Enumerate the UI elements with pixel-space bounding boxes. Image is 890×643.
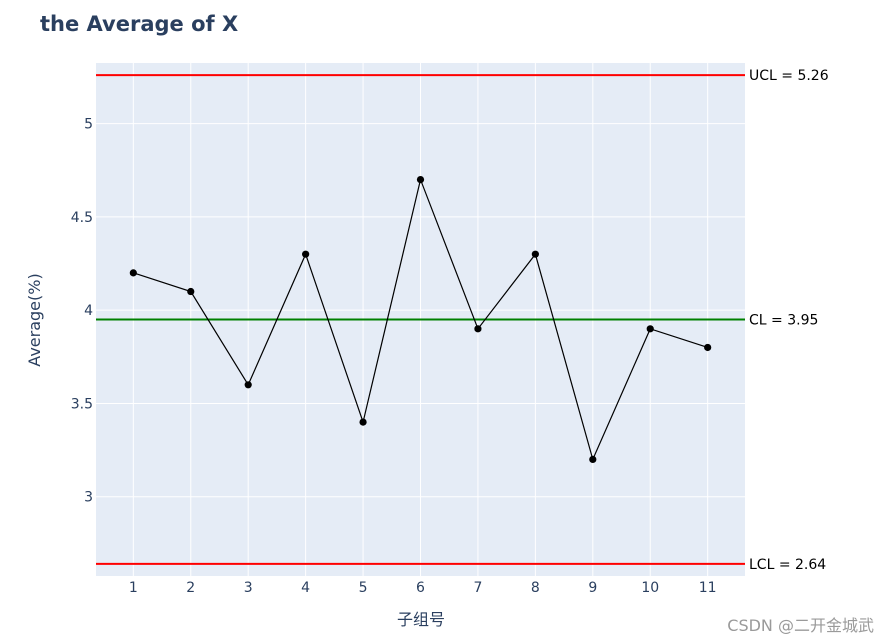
data-point — [187, 287, 195, 296]
y-tick-label: 3.5 — [71, 396, 93, 412]
y-axis-ticks: 3 3.5 4 4.5 5 — [71, 117, 93, 506]
data-point — [302, 250, 310, 258]
data-point — [416, 175, 425, 184]
data-point — [704, 343, 712, 352]
control-line-label: CL = 3.95 — [749, 313, 818, 329]
data-point — [474, 325, 482, 333]
y-axis-label: Average(%) — [25, 273, 44, 366]
x-tick-label: 9 — [588, 580, 597, 596]
data-point — [531, 250, 539, 258]
x-axis-label: 子组号 — [397, 610, 445, 629]
data-point — [359, 418, 367, 426]
data-point — [589, 455, 597, 464]
control-line-label: UCL = 5.26 — [749, 68, 829, 84]
watermark: CSDN @二开金城武 — [727, 616, 874, 635]
y-tick-label: 4.5 — [71, 210, 93, 226]
x-tick-label: 5 — [359, 580, 368, 596]
x-tick-label: 8 — [531, 580, 540, 596]
y-tick-label: 3 — [84, 490, 93, 506]
data-point — [129, 269, 137, 277]
chart-title: the Average of X — [40, 12, 238, 36]
control-line-label: LCL = 2.64 — [749, 557, 826, 573]
data-point — [646, 325, 654, 333]
x-axis-ticks: 1 2 3 4 5 6 7 8 9 10 11 — [129, 580, 717, 596]
x-tick-label: 10 — [641, 580, 659, 596]
x-tick-label: 4 — [301, 580, 310, 596]
control-limit-lines: UCL = 5.26 CL = 3.95 LCL = 2.64 — [96, 68, 829, 573]
x-tick-label: 1 — [129, 580, 138, 596]
data-point — [244, 381, 252, 389]
y-tick-label: 4 — [84, 303, 93, 319]
x-tick-label: 2 — [186, 580, 195, 596]
x-tick-label: 7 — [473, 580, 482, 596]
x-tick-label: 11 — [699, 580, 717, 596]
x-tick-label: 3 — [244, 580, 253, 596]
y-tick-label: 5 — [84, 117, 93, 133]
x-tick-label: 6 — [416, 580, 425, 596]
data-series — [129, 175, 712, 464]
